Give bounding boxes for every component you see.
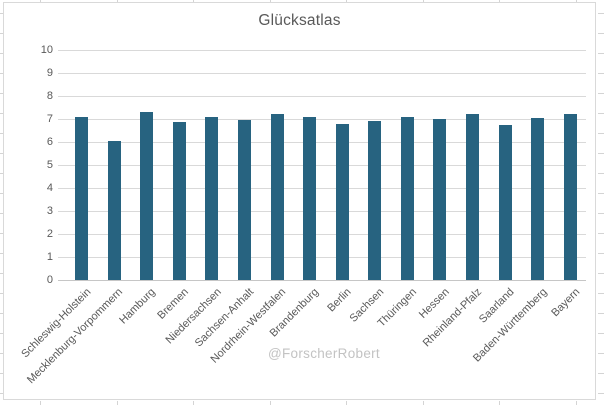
spreadsheet-gridline-fragment [598, 313, 604, 314]
spreadsheet-gridline-fragment [598, 193, 604, 194]
spreadsheet-gridline-fragment [0, 73, 3, 74]
spreadsheet-gridline-fragment [0, 133, 3, 134]
spreadsheet-gridline-fragment [598, 233, 604, 234]
spreadsheet-gridline-fragment [598, 293, 604, 294]
chart-bar-11[interactable] [400, 116, 414, 280]
spreadsheet-gridline-fragment [0, 93, 3, 94]
spreadsheet-gridline-fragment [0, 113, 3, 114]
spreadsheet-gridline-fragment [0, 313, 3, 314]
spreadsheet-gridline-fragment [598, 393, 604, 394]
spreadsheet-gridline-fragment [598, 113, 604, 114]
spreadsheet-gridline-fragment [0, 193, 3, 194]
y-axis-tick-label: 8 [46, 89, 53, 102]
spreadsheet-gridline-fragment [269, 0, 271, 2]
watermark-text: @ForscherRobert [268, 346, 380, 361]
chart-bar-16[interactable] [563, 114, 577, 280]
chart-bar-3[interactable] [140, 112, 154, 280]
spreadsheet-gridline-fragment [598, 13, 604, 14]
spreadsheet-gridline-fragment [598, 173, 604, 174]
chart-bar-15[interactable] [531, 117, 545, 280]
y-axis-tick-label: 6 [46, 135, 53, 148]
spreadsheet-gridline-fragment [598, 153, 604, 154]
gridline-4 [58, 188, 586, 189]
spreadsheet-gridline-fragment [598, 213, 604, 214]
spreadsheet-gridline-fragment [0, 373, 3, 374]
chart-frame[interactable] [3, 2, 596, 400]
spreadsheet-gridline-fragment [193, 401, 194, 405]
chart-bar-4[interactable] [172, 122, 186, 280]
gridline-6 [58, 142, 586, 143]
y-axis-tick-label: 4 [46, 181, 53, 194]
spreadsheet-gridline-fragment [598, 33, 604, 34]
gridline-7 [58, 119, 586, 120]
spreadsheet-gridline-fragment [116, 0, 118, 2]
spreadsheet-gridline-fragment [40, 0, 41, 2]
spreadsheet-gridline-fragment [422, 0, 424, 2]
y-axis-tick-label: 9 [46, 66, 53, 79]
spreadsheet-gridline-fragment [598, 253, 604, 254]
spreadsheet-gridline-fragment [598, 273, 604, 274]
spreadsheet-gridline-fragment [575, 401, 577, 405]
spreadsheet-gridline-fragment [193, 0, 194, 2]
chart-bar-1[interactable] [75, 116, 88, 280]
spreadsheet-gridline-fragment [499, 401, 500, 405]
spreadsheet-gridline-fragment [0, 273, 3, 274]
gridline-8 [58, 96, 586, 97]
gridline-5 [58, 165, 586, 166]
spreadsheet-gridline-fragment [0, 333, 3, 334]
spreadsheet-gridline-fragment [0, 233, 3, 234]
chart-bar-14[interactable] [498, 124, 512, 280]
spreadsheet-gridline-fragment [0, 353, 3, 354]
spreadsheet-gridline-fragment [0, 33, 3, 34]
y-axis-tick-label: 5 [46, 158, 53, 171]
gridline-10 [58, 50, 586, 51]
spreadsheet-gridline-fragment [269, 401, 271, 405]
chart-title[interactable]: Glücksatlas [258, 12, 341, 29]
spreadsheet-gridline-fragment [0, 173, 3, 174]
spreadsheet-gridline-fragment [422, 401, 424, 405]
spreadsheet-gridline-fragment [0, 153, 3, 154]
spreadsheet-gridline-fragment [598, 93, 604, 94]
y-axis-tick-label: 7 [46, 112, 53, 125]
spreadsheet-gridline-fragment [346, 401, 347, 405]
spreadsheet-gridline-fragment [575, 0, 577, 2]
spreadsheet-gridline-fragment [598, 133, 604, 134]
gridline-3 [58, 211, 586, 212]
gridline-1 [58, 257, 586, 258]
y-axis-tick-label: 1 [46, 250, 53, 263]
spreadsheet-gridline-fragment [40, 401, 41, 405]
spreadsheet-gridline-fragment [598, 53, 604, 54]
chart-bar-13[interactable] [466, 114, 480, 280]
spreadsheet-gridline-fragment [598, 373, 604, 374]
x-axis-line [58, 280, 586, 281]
y-axis-tick-label: 2 [46, 227, 53, 240]
spreadsheet-gridline-fragment [0, 53, 3, 54]
chart-bar-7[interactable] [270, 114, 284, 280]
chart-bar-5[interactable] [205, 116, 219, 280]
chart-bar-2[interactable] [107, 140, 121, 280]
spreadsheet-gridline-fragment [346, 0, 347, 2]
y-axis-tick-label: 0 [46, 273, 53, 286]
spreadsheet-gridline-fragment [499, 0, 500, 2]
chart-bar-10[interactable] [368, 121, 382, 280]
spreadsheet-gridline-fragment [0, 293, 3, 294]
spreadsheet-gridline-fragment [598, 353, 604, 354]
spreadsheet-gridline-fragment [0, 253, 3, 254]
chart-bar-8[interactable] [303, 116, 317, 280]
chart-bar-6[interactable] [237, 120, 251, 280]
spreadsheet-gridline-fragment [0, 213, 3, 214]
y-axis-tick-label: 10 [40, 43, 53, 56]
spreadsheet-gridline-fragment [0, 13, 3, 14]
chart-bar-9[interactable] [335, 123, 349, 280]
gridline-2 [58, 234, 586, 235]
chart-bar-12[interactable] [433, 119, 447, 280]
y-axis-tick-label: 3 [46, 204, 53, 217]
spreadsheet-gridline-fragment [598, 333, 604, 334]
spreadsheet-gridline-fragment [116, 401, 118, 405]
spreadsheet-gridline-fragment [598, 73, 604, 74]
spreadsheet-gridline-fragment [0, 393, 3, 394]
gridline-9 [58, 73, 586, 74]
